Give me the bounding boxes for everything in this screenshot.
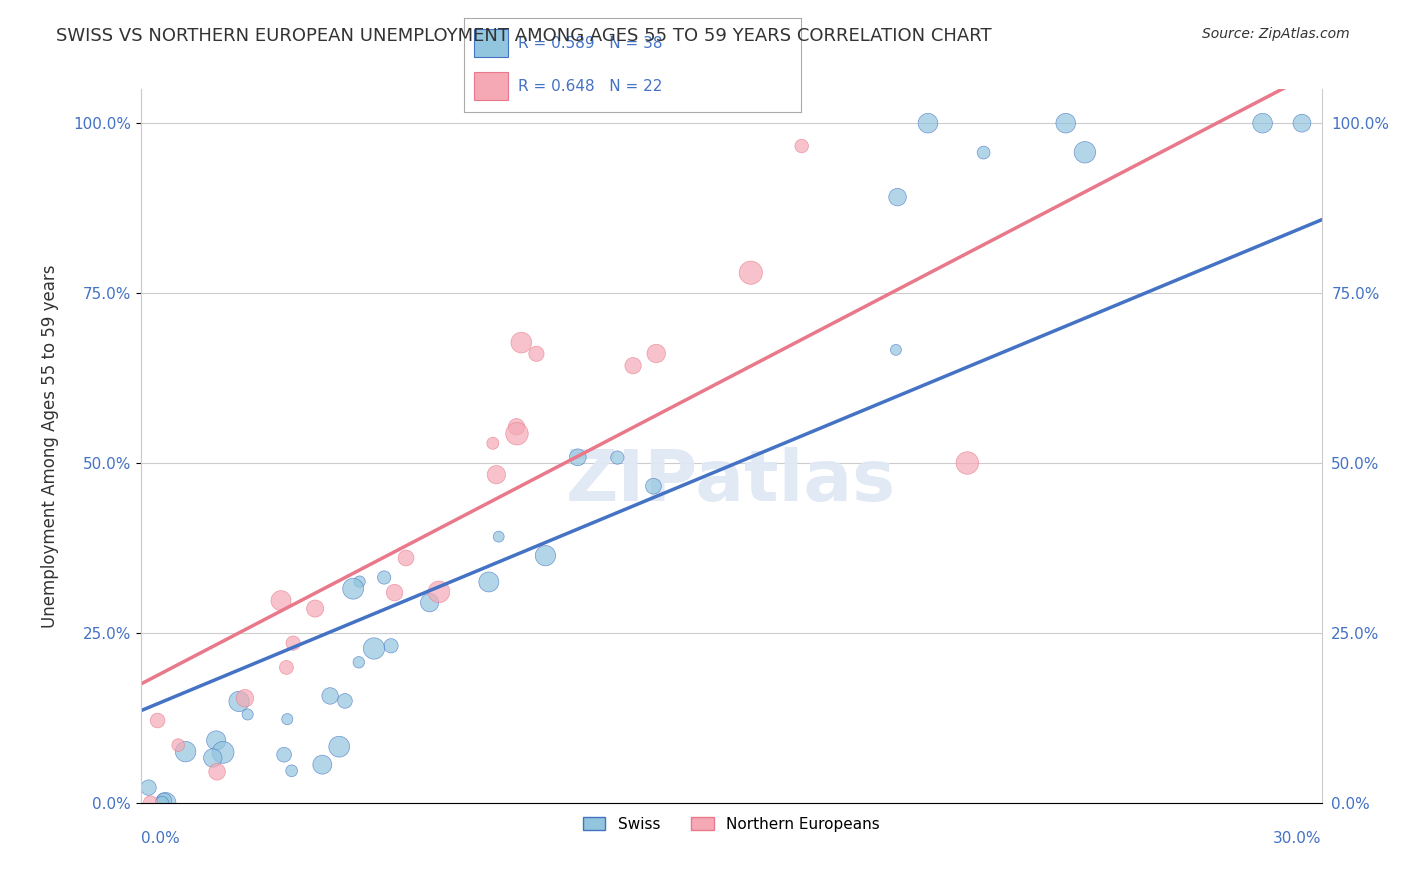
Point <box>886 190 908 204</box>
Text: ZIPatlas: ZIPatlas <box>567 447 896 516</box>
Point <box>482 436 505 450</box>
Point <box>201 751 224 765</box>
Point <box>740 266 762 280</box>
Point <box>373 570 395 584</box>
Point <box>347 655 370 669</box>
Point <box>488 530 510 544</box>
Point <box>319 689 342 703</box>
Point <box>363 641 385 656</box>
Point <box>228 694 250 708</box>
Point <box>427 585 450 599</box>
Point <box>273 747 295 762</box>
Point <box>205 733 228 747</box>
Point <box>311 757 333 772</box>
Point <box>973 145 995 160</box>
Text: R = 0.648   N = 22: R = 0.648 N = 22 <box>517 78 662 94</box>
Point <box>1251 116 1274 130</box>
Point <box>645 346 668 360</box>
Point <box>606 450 628 465</box>
Point <box>510 335 533 350</box>
Point <box>419 596 441 610</box>
Point <box>167 738 190 752</box>
Text: SWISS VS NORTHERN EUROPEAN UNEMPLOYMENT AMONG AGES 55 TO 59 YEARS CORRELATION CH: SWISS VS NORTHERN EUROPEAN UNEMPLOYMENT … <box>56 27 991 45</box>
Point <box>380 639 402 653</box>
Bar <box>474 72 508 100</box>
Point <box>790 139 813 153</box>
Point <box>478 574 501 589</box>
Y-axis label: Unemployment Among Ages 55 to 59 years: Unemployment Among Ages 55 to 59 years <box>41 264 59 628</box>
Point <box>155 796 177 810</box>
Point <box>270 593 292 607</box>
Point <box>276 712 298 726</box>
Point <box>505 419 527 434</box>
Point <box>395 551 418 566</box>
Point <box>333 694 356 708</box>
Point <box>884 343 907 357</box>
Point <box>280 764 302 778</box>
Point <box>304 601 326 615</box>
Point <box>139 796 162 810</box>
Point <box>526 347 548 361</box>
Point <box>384 585 406 599</box>
Point <box>138 780 160 795</box>
Point <box>506 426 529 441</box>
Point <box>276 660 298 674</box>
Point <box>534 549 557 563</box>
Point <box>150 796 173 810</box>
Bar <box>474 29 508 57</box>
Point <box>281 636 304 650</box>
Point <box>621 359 644 373</box>
Point <box>233 691 256 706</box>
Point <box>174 745 197 759</box>
Text: Source: ZipAtlas.com: Source: ZipAtlas.com <box>1202 27 1350 41</box>
Point <box>205 764 228 779</box>
Text: 30.0%: 30.0% <box>1274 831 1322 847</box>
Point <box>956 456 979 470</box>
Text: R = 0.589   N = 38: R = 0.589 N = 38 <box>517 36 662 51</box>
Point <box>146 714 169 728</box>
Point <box>485 467 508 482</box>
Point <box>236 707 259 722</box>
Point <box>349 574 371 589</box>
Point <box>342 582 364 596</box>
Point <box>212 745 235 759</box>
Text: 0.0%: 0.0% <box>141 831 180 847</box>
Point <box>1291 116 1313 130</box>
Point <box>1074 145 1097 160</box>
Point <box>643 479 665 493</box>
Point <box>153 793 176 807</box>
Point <box>917 116 939 130</box>
Legend: Swiss, Northern Europeans: Swiss, Northern Europeans <box>576 811 886 838</box>
Point <box>1054 116 1077 130</box>
Point <box>328 739 350 754</box>
Point <box>567 450 589 465</box>
